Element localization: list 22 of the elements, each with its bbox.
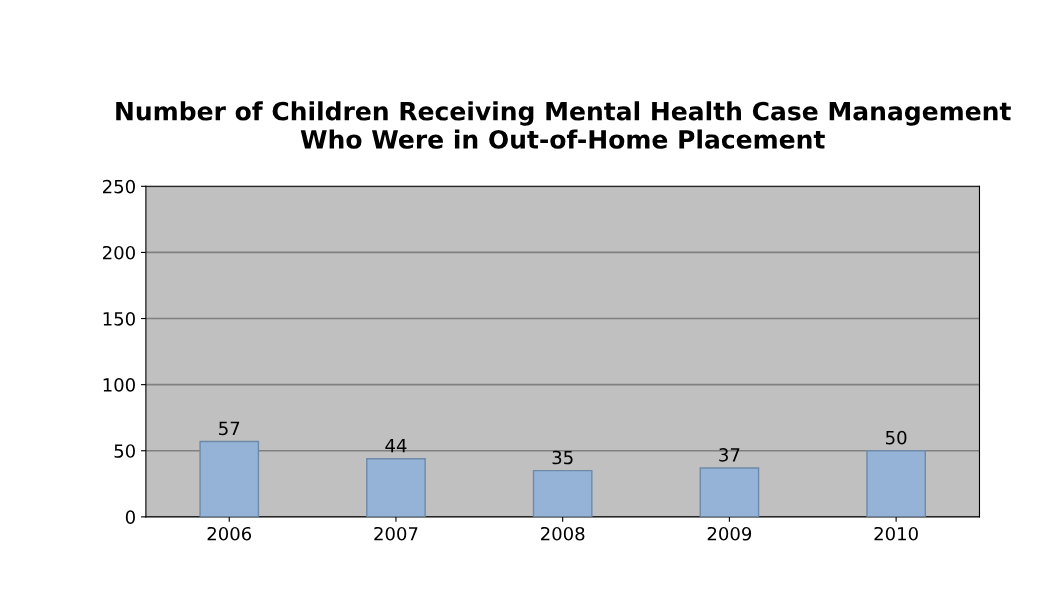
bar bbox=[199, 440, 260, 517]
data-label: 50 bbox=[886, 430, 907, 445]
x-tick-label: 2008 bbox=[541, 526, 585, 541]
y-tick-label: 200 bbox=[103, 245, 135, 260]
data-label: 35 bbox=[552, 450, 573, 465]
data-label: 57 bbox=[219, 421, 240, 436]
chart-title: Number of Children Receiving Mental Health Case Management Who Were in Out-of-Home Placement bbox=[116, 101, 1011, 149]
bar bbox=[866, 450, 926, 517]
y-tick-label: 0 bbox=[125, 510, 135, 524]
y-tick-label: 50 bbox=[114, 444, 135, 458]
bar bbox=[366, 457, 426, 517]
bar bbox=[532, 469, 593, 517]
y-tick-label: 150 bbox=[103, 311, 135, 326]
x-tick-label: 2006 bbox=[207, 526, 252, 541]
x-tick-label: 2009 bbox=[707, 526, 752, 541]
bar bbox=[699, 467, 760, 517]
y-tick-label: 100 bbox=[103, 378, 135, 392]
data-label: 37 bbox=[719, 448, 740, 462]
y-tick-label: 250 bbox=[103, 179, 135, 194]
x-tick-label: 2007 bbox=[374, 526, 418, 541]
x-tick-label: 2010 bbox=[874, 526, 918, 541]
data-label: 44 bbox=[385, 438, 407, 453]
